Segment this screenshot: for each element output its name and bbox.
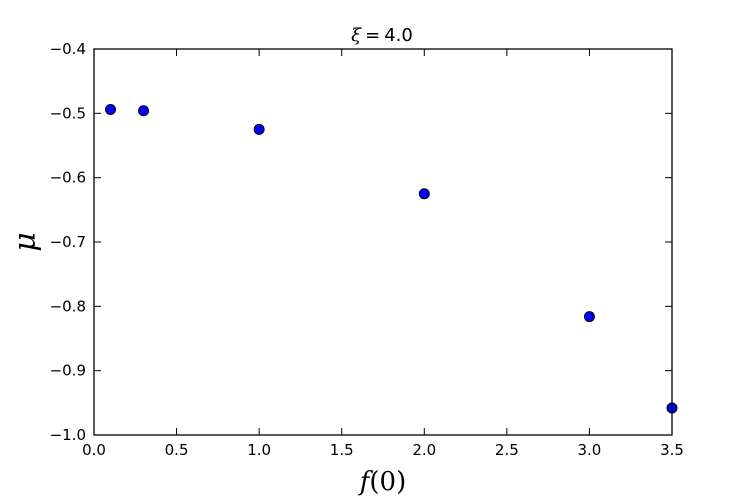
title-symbol: ξ (351, 25, 362, 46)
x-tick-label: 3.5 (660, 441, 684, 459)
x-tick-label: 0.5 (165, 441, 189, 459)
axis-ticks: 0.0 0.5 1.0 1.5 2.0 2.5 3.0 3.5 −1.0 −0.9 −0.8 −0.7… (50, 40, 684, 459)
x-tick-label: 2.5 (495, 441, 519, 459)
x-axis-label-arg: 0 (380, 467, 397, 497)
y-tick-label: −0.8 (50, 297, 86, 315)
data-point (138, 105, 150, 117)
x-tick-label: 1.5 (330, 441, 354, 459)
title-operator: = (365, 25, 380, 46)
x-tick-label: 1.0 (247, 441, 271, 459)
x-tick-label: 2.0 (412, 441, 436, 459)
y-tick-label: −0.6 (50, 169, 86, 187)
x-tick-label: 3.0 (577, 441, 601, 459)
x-axis-label-close: ) (396, 467, 406, 497)
data-point (253, 123, 265, 135)
title-value: 4.0 (384, 25, 413, 46)
data-points (105, 103, 678, 414)
x-tick-label: 0.0 (82, 441, 106, 459)
y-tick-label: −0.9 (50, 362, 86, 380)
plot-frame (93, 48, 673, 436)
x-axis-label: f(0) (358, 467, 406, 497)
y-tick-label: −0.5 (50, 104, 86, 122)
y-tick-label: −0.4 (50, 40, 86, 58)
chart-title: ξ = 4.0 (351, 25, 413, 46)
x-axis-label-open: ( (369, 467, 379, 497)
data-point (418, 188, 430, 200)
y-tick-label: −0.7 (50, 233, 86, 251)
y-tick-label: −1.0 (50, 426, 86, 444)
data-point (583, 311, 595, 323)
data-point (105, 103, 117, 115)
y-axis-label: μ (8, 232, 43, 252)
